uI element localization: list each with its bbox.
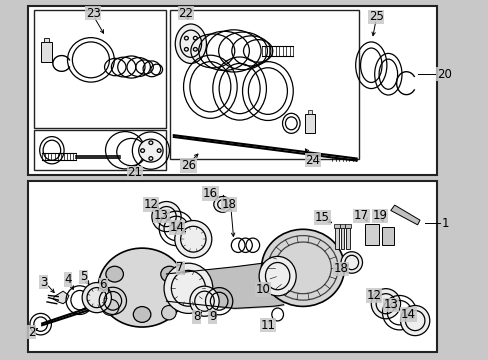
Bar (365, 224, 378, 244)
Text: 20: 20 (436, 68, 451, 81)
Ellipse shape (106, 266, 123, 282)
Bar (333, 225, 339, 228)
Ellipse shape (102, 299, 119, 315)
Text: 3: 3 (40, 276, 47, 289)
Text: 19: 19 (372, 210, 387, 222)
Bar (345, 225, 350, 228)
Ellipse shape (213, 197, 231, 212)
Text: 21: 21 (127, 166, 142, 179)
Text: 12: 12 (143, 198, 158, 211)
Text: 8: 8 (193, 310, 200, 324)
Ellipse shape (139, 139, 163, 162)
Text: 13: 13 (383, 298, 397, 311)
Ellipse shape (175, 24, 206, 63)
Text: 18: 18 (333, 262, 348, 275)
Text: 17: 17 (353, 210, 368, 222)
Bar (381, 226, 393, 244)
Text: 26: 26 (181, 159, 196, 172)
FancyBboxPatch shape (27, 181, 436, 352)
Text: 6: 6 (99, 278, 106, 291)
FancyBboxPatch shape (27, 6, 436, 175)
Text: 22: 22 (178, 7, 193, 20)
Text: 1: 1 (441, 216, 448, 230)
Text: 15: 15 (314, 211, 329, 224)
Text: 10: 10 (255, 283, 270, 296)
Ellipse shape (189, 286, 219, 316)
Text: 2: 2 (28, 325, 35, 338)
Bar (43, 38, 49, 42)
Bar (41, 42, 52, 62)
Bar (340, 228, 344, 249)
Ellipse shape (340, 252, 362, 273)
Text: 13: 13 (154, 210, 169, 222)
Bar (305, 114, 315, 134)
Ellipse shape (400, 306, 429, 336)
FancyBboxPatch shape (34, 130, 165, 170)
Text: 11: 11 (260, 319, 275, 332)
Text: 14: 14 (400, 308, 415, 321)
Text: 14: 14 (169, 221, 184, 234)
Bar (308, 110, 312, 114)
Ellipse shape (82, 283, 111, 313)
FancyBboxPatch shape (170, 10, 358, 159)
Ellipse shape (259, 256, 296, 296)
Text: 9: 9 (209, 310, 216, 324)
Ellipse shape (161, 306, 176, 320)
Text: 25: 25 (368, 10, 383, 23)
Polygon shape (390, 205, 419, 225)
Ellipse shape (98, 248, 185, 327)
Ellipse shape (152, 202, 181, 231)
Bar (339, 225, 345, 228)
Polygon shape (53, 291, 69, 304)
Text: 12: 12 (366, 289, 381, 302)
Text: 24: 24 (305, 154, 320, 167)
Ellipse shape (133, 307, 151, 322)
Bar (334, 228, 338, 249)
Bar (346, 228, 349, 249)
Text: 5: 5 (80, 270, 87, 283)
Ellipse shape (161, 266, 178, 282)
Ellipse shape (174, 221, 211, 258)
FancyBboxPatch shape (34, 10, 165, 128)
Text: 16: 16 (203, 187, 218, 200)
Text: 18: 18 (221, 198, 236, 211)
Ellipse shape (370, 289, 400, 319)
Text: 4: 4 (64, 273, 72, 286)
Ellipse shape (163, 263, 212, 314)
Ellipse shape (261, 229, 344, 306)
Text: 7: 7 (176, 261, 183, 274)
Text: 23: 23 (86, 7, 101, 20)
